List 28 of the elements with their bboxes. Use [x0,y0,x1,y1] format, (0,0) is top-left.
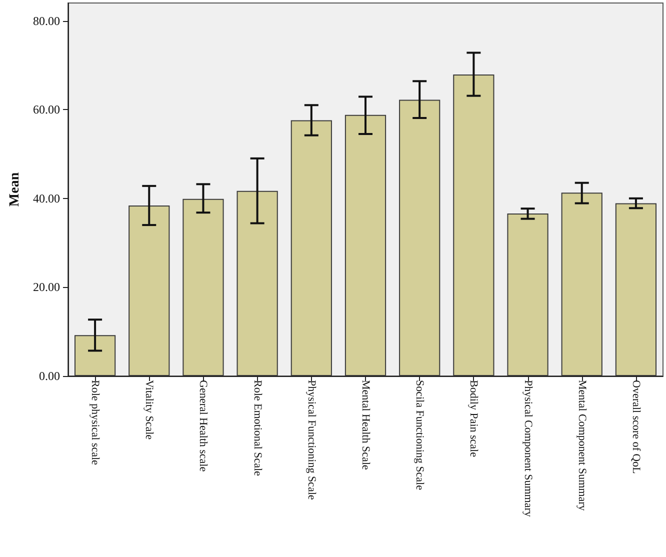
bar [290,120,332,376]
y-axis-title: Mean [8,172,22,207]
x-tick-label: Physical Functioning Scale [305,380,318,500]
y-tick-label: 60.00 [33,102,60,117]
x-tick-label: Bodily Pain scale [468,380,480,458]
x-tick-label: Socila Functioning Scale [414,380,426,490]
x-tick-label: Overall score of QoL [630,380,642,474]
x-tick-label: General Health scale [197,380,210,472]
x-tick-label: Mental Component Summary [576,380,588,512]
bar [507,213,548,376]
bar [399,100,440,376]
bar [561,192,602,376]
x-tick-label: Vitality Scale [143,380,156,440]
bar [615,203,657,376]
x-tick-label: Role physical scale [89,380,102,466]
y-tick-label: 20.00 [33,280,60,294]
x-tick-label: Role Emotional Scale [251,380,264,476]
x-tick-label: Mental Health Scale [360,380,372,470]
bar [182,198,224,376]
bar [128,205,170,376]
bar [453,74,494,376]
y-tick-label: 0.00 [39,369,60,383]
bar [236,190,278,376]
bar [74,335,116,376]
y-tick-label: 40.00 [33,191,60,206]
y-tick-label: 80.00 [33,14,60,28]
bar [344,114,386,376]
x-tick-label: Physical Component Summary [522,380,534,518]
